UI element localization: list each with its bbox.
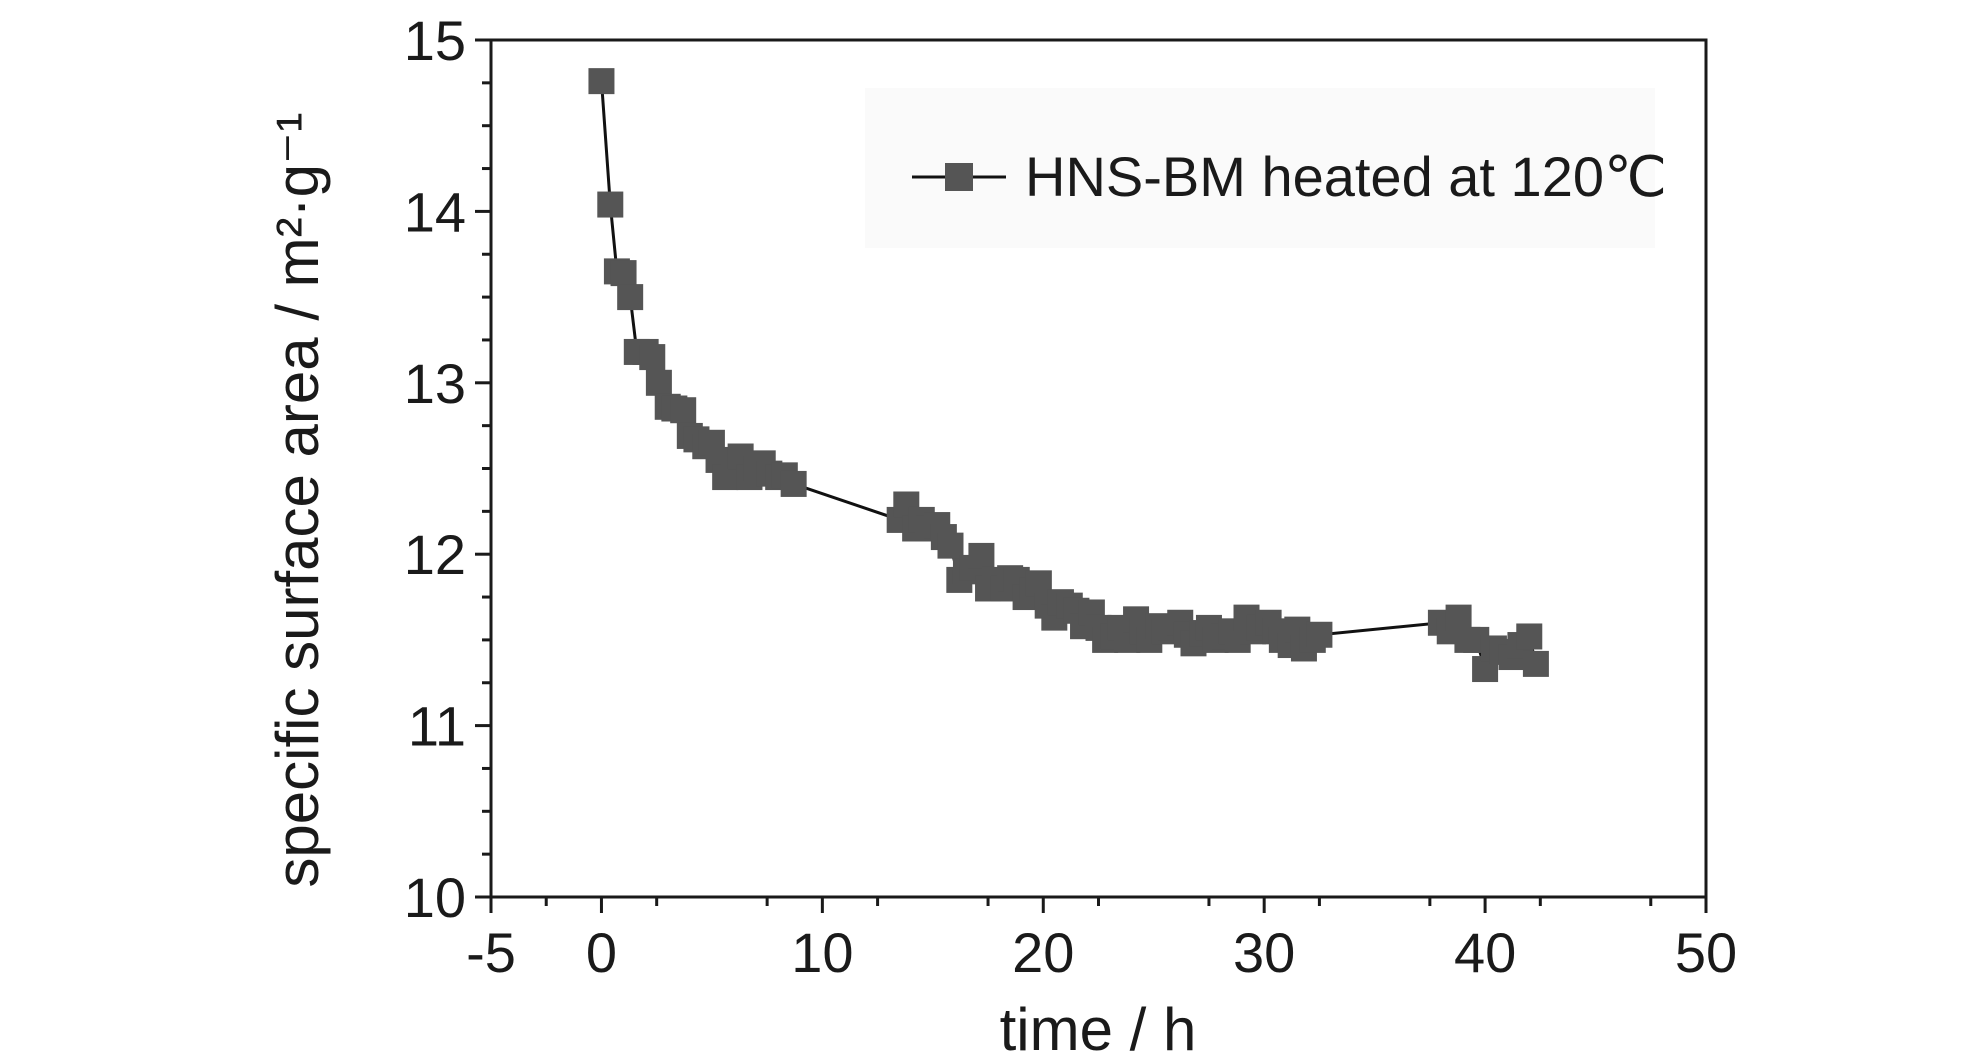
data-point [617, 284, 644, 311]
x-tick-label: -5 [466, 921, 516, 984]
x-tick-label: 0 [586, 921, 617, 984]
data-point [1025, 570, 1052, 597]
x-axis-ticks: -5 0 10 20 30 40 50 [466, 897, 1737, 984]
data-point [968, 542, 995, 569]
data-point [1445, 604, 1472, 631]
legend: HNS-BM heated at 120℃ [865, 88, 1667, 248]
data-point [597, 191, 624, 218]
y-tick-label: 12 [404, 523, 466, 586]
y-axis-ticks: 10 11 12 13 14 15 [404, 9, 491, 929]
y-tick-label: 11 [408, 695, 466, 758]
data-point [937, 532, 964, 559]
x-tick-label: 30 [1233, 921, 1295, 984]
data-point [610, 260, 637, 287]
data-point [588, 68, 615, 95]
y-tick-label: 10 [404, 866, 466, 929]
data-point [780, 470, 807, 497]
x-tick-label: 50 [1675, 921, 1737, 984]
x-tick-label: 40 [1454, 921, 1516, 984]
data-series [588, 68, 1549, 683]
x-tick-label: 20 [1012, 921, 1074, 984]
y-tick-label: 13 [404, 352, 466, 415]
data-point [1516, 623, 1543, 650]
data-point [639, 344, 666, 371]
y-tick-label: 15 [404, 9, 466, 72]
legend-marker [945, 163, 973, 191]
data-point [1306, 621, 1333, 648]
legend-label: HNS-BM heated at 120℃ [1025, 145, 1667, 208]
data-point [1522, 650, 1549, 677]
y-axis-title: specific surface area / m²·g⁻¹ [264, 112, 331, 887]
x-axis-title: time / h [1000, 996, 1197, 1063]
data-point [670, 397, 697, 424]
x-tick-label: 10 [791, 921, 853, 984]
data-point [645, 369, 672, 396]
y-tick-label: 14 [404, 180, 466, 243]
legend-background [865, 88, 1655, 248]
